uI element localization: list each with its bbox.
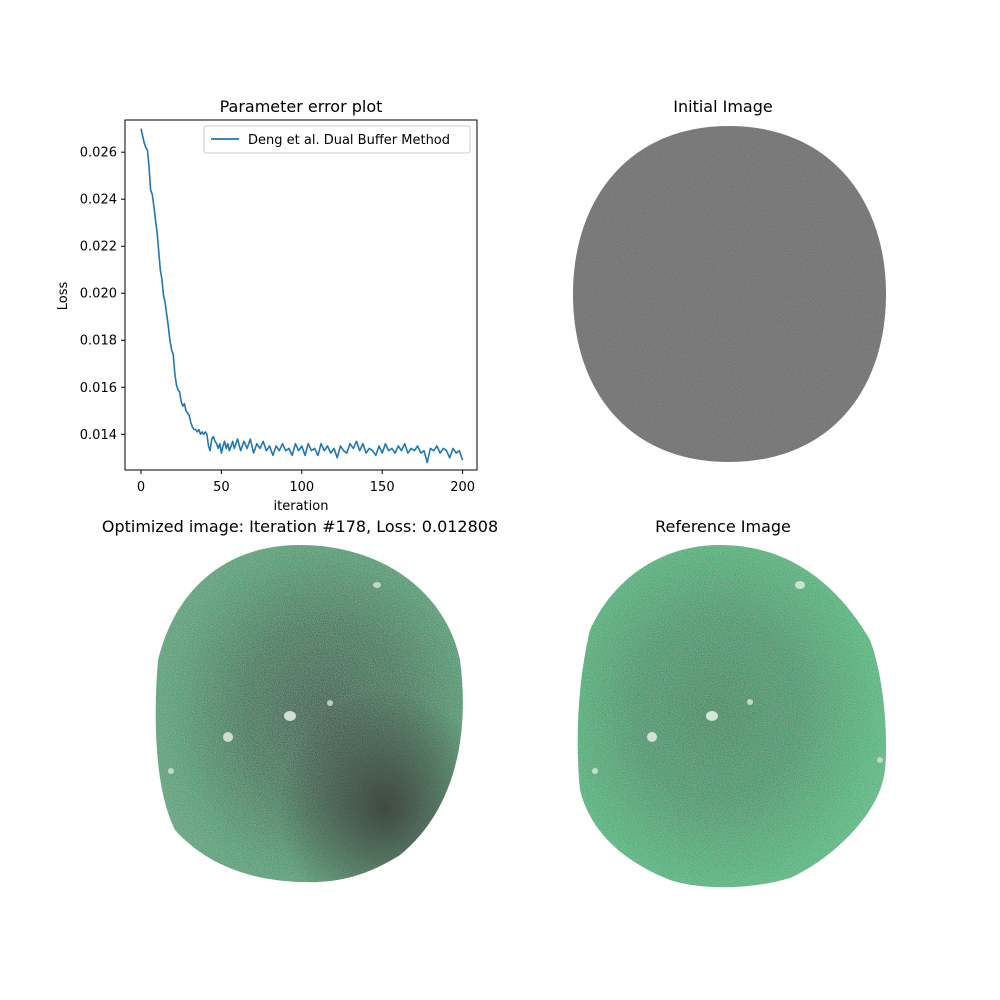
loss-chart: Parameter error plot 0.014 0.016 0.018 0.02…	[56, 97, 478, 514]
chart-title: Parameter error plot	[220, 97, 383, 116]
optimized-image-disk	[155, 545, 463, 883]
reference-image-title: Reference Image	[655, 517, 791, 536]
initial-image-title: Initial Image	[673, 97, 772, 116]
y-tick-label: 0.018	[80, 334, 117, 349]
y-tick-label: 0.020	[80, 287, 117, 302]
x-axis-label: iteration	[274, 499, 329, 514]
legend: Deng et al. Dual Buffer Method	[203, 125, 471, 154]
y-tick-label: 0.016	[80, 381, 117, 396]
y-tick-label: 0.022	[80, 240, 117, 255]
y-tick-label: 0.014	[80, 428, 117, 443]
reference-image-panel: Reference Image	[577, 517, 887, 888]
x-tick-label: 50	[213, 480, 230, 495]
y-tick-label: 0.024	[80, 193, 117, 208]
reference-image-disk	[577, 545, 887, 888]
y-axis-label: Loss	[56, 282, 71, 311]
plot-frame	[124, 119, 478, 471]
x-tick-label: 150	[370, 480, 395, 495]
x-tick-label: 200	[450, 480, 475, 495]
optimized-image-title: Optimized image: Iteration #178, Loss: 0…	[102, 517, 498, 536]
x-tick-label: 0	[137, 480, 145, 495]
x-axis: 0 50 100 150 200	[137, 470, 475, 495]
y-axis: 0.014 0.016 0.018 0.020 0.022 0.024 0.026	[80, 146, 125, 443]
series-line-dual-buffer	[140, 128, 464, 464]
legend-entry: Deng et al. Dual Buffer Method	[248, 133, 450, 148]
y-tick-label: 0.026	[80, 146, 117, 161]
initial-image-disk	[573, 126, 886, 462]
x-tick-label: 100	[289, 480, 314, 495]
initial-image-panel: Initial Image	[573, 97, 886, 462]
optimized-image-panel: Optimized image: Iteration #178, Loss: 0…	[102, 517, 498, 883]
legend-frame	[203, 125, 471, 154]
